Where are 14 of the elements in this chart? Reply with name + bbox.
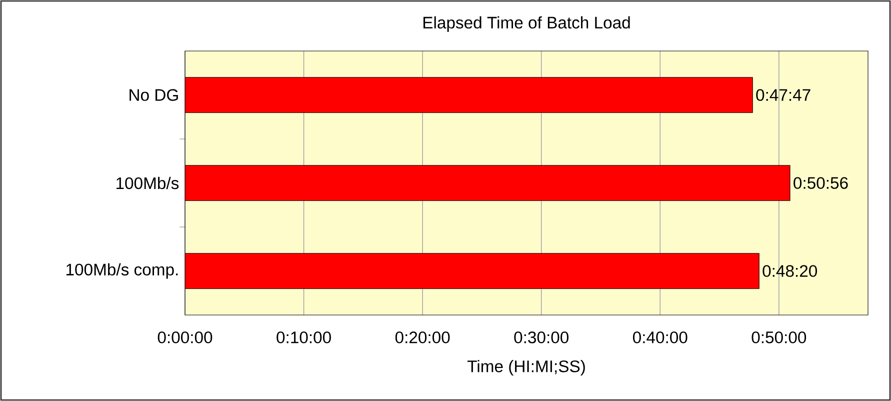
- x-tick-label: 0:00:00: [158, 332, 212, 344]
- chart-title: Elapsed Time of Batch Load: [423, 16, 630, 32]
- x-tick-label: 0:50:00: [752, 332, 806, 344]
- data-label: 0:47:47: [756, 89, 810, 101]
- x-tick-label: 0:40:00: [632, 332, 688, 344]
- x-tick-label: 0:10:00: [276, 332, 331, 344]
- x-axis-title: Time (HI:MI;SS): [467, 360, 585, 376]
- data-label: 0:50:56: [794, 177, 848, 189]
- y-tick-label: 100Mb/s comp.: [66, 263, 178, 279]
- y-tick-label: No DG: [130, 89, 178, 101]
- y-tick-label: 100Mb/s: [116, 176, 179, 190]
- data-label: 0:48:20: [762, 265, 818, 277]
- x-tick-label: 0:20:00: [395, 332, 450, 344]
- x-tick-label: 0:30:00: [514, 332, 568, 344]
